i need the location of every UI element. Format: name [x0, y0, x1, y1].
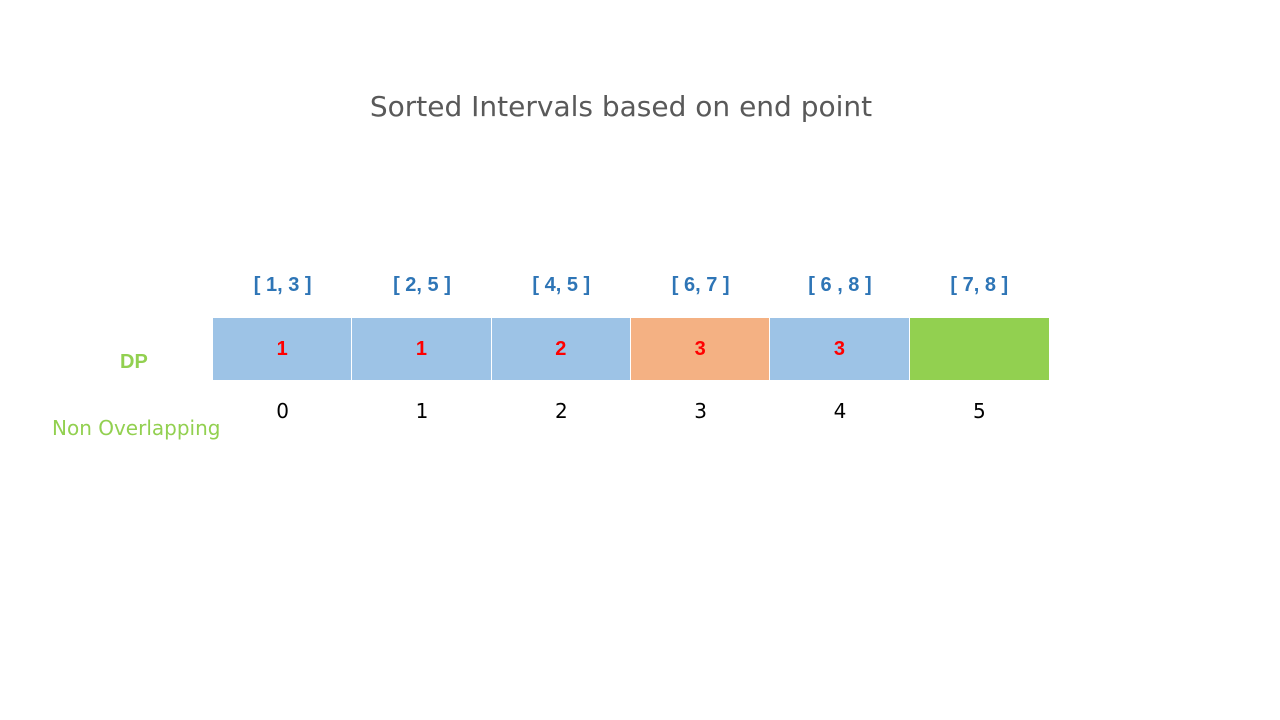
index-label-0: 0	[276, 399, 290, 423]
dp-cell-4: 3	[770, 318, 910, 380]
dp-cell-0: 1	[213, 318, 353, 380]
interval-label-3: [ 6, 7 ]	[671, 274, 730, 296]
dp-cell-1: 1	[352, 318, 492, 380]
index-row: 0 1 2 3 4 5	[213, 396, 1049, 426]
interval-label-2: [ 4, 5 ]	[532, 274, 591, 296]
interval-row: [ 1, 3 ] [ 2, 5 ] [ 4, 5 ] [ 6, 7 ] [ 6 …	[213, 268, 1049, 302]
index-label-4: 4	[833, 399, 847, 423]
dp-cell-5	[909, 318, 1049, 380]
diagram-title: Sorted Intervals based on end point	[369, 90, 873, 123]
interval-label-5: [ 7, 8 ]	[950, 274, 1009, 296]
non-overlapping-label: Non Overlapping	[52, 416, 221, 440]
dp-cell-3: 3	[630, 318, 771, 380]
interval-label-4: [ 6 , 8 ]	[808, 274, 872, 296]
dp-label: DP	[120, 351, 148, 373]
index-label-1: 1	[415, 399, 429, 423]
dp-cell-2: 2	[491, 318, 631, 380]
dp-array: 1 1 2 3 3	[213, 318, 1049, 380]
interval-label-0: [ 1, 3 ]	[253, 274, 312, 296]
index-label-3: 3	[694, 399, 708, 423]
interval-label-1: [ 2, 5 ]	[393, 274, 451, 296]
index-label-5: 5	[972, 399, 986, 423]
index-label-2: 2	[554, 399, 568, 423]
